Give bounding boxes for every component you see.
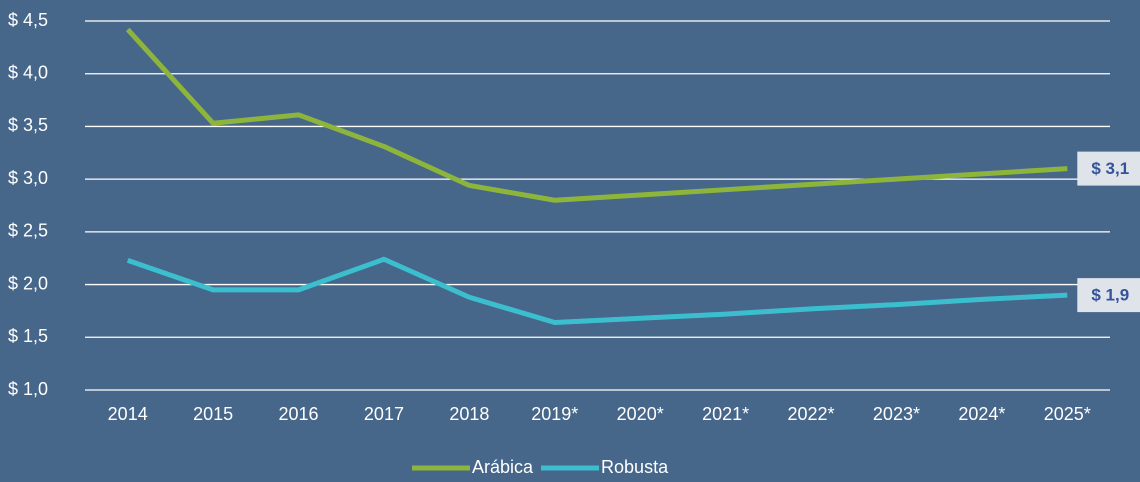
x-tick-label: 2024* [958, 404, 1005, 424]
value-label: $ 3,1 [1091, 159, 1129, 178]
x-tick-label: 2017 [364, 404, 404, 424]
y-tick-label: $ 1,0 [8, 379, 48, 399]
x-tick-label: 2019* [531, 404, 578, 424]
series-line [126, 256, 1068, 326]
x-tick-label: 2022* [788, 404, 835, 424]
series-line [125, 27, 1068, 203]
x-tick-label: 2015 [193, 404, 233, 424]
y-tick-label: $ 2,5 [8, 221, 48, 241]
y-tick-label: $ 4,5 [8, 10, 48, 30]
legend-label: Robusta [601, 457, 669, 477]
y-tick-label: $ 1,5 [8, 326, 48, 346]
value-label: $ 1,9 [1091, 286, 1129, 305]
value-label-box [1077, 151, 1140, 186]
y-tick-label: $ 2,0 [8, 273, 48, 293]
x-tick-label: 2016 [279, 404, 319, 424]
y-tick-label: $ 4,0 [8, 62, 48, 82]
x-tick-label: 2023* [873, 404, 920, 424]
x-tick-label: 2020* [617, 404, 664, 424]
value-label-box [1077, 278, 1140, 313]
legend-label: Arábica [472, 457, 534, 477]
x-tick-label: 2014 [108, 404, 148, 424]
x-tick-label: 2018 [449, 404, 489, 424]
y-tick-label: $ 3,0 [8, 168, 48, 188]
x-tick-label: 2025* [1044, 404, 1091, 424]
y-tick-label: $ 3,5 [8, 115, 48, 135]
x-tick-label: 2021* [702, 404, 749, 424]
